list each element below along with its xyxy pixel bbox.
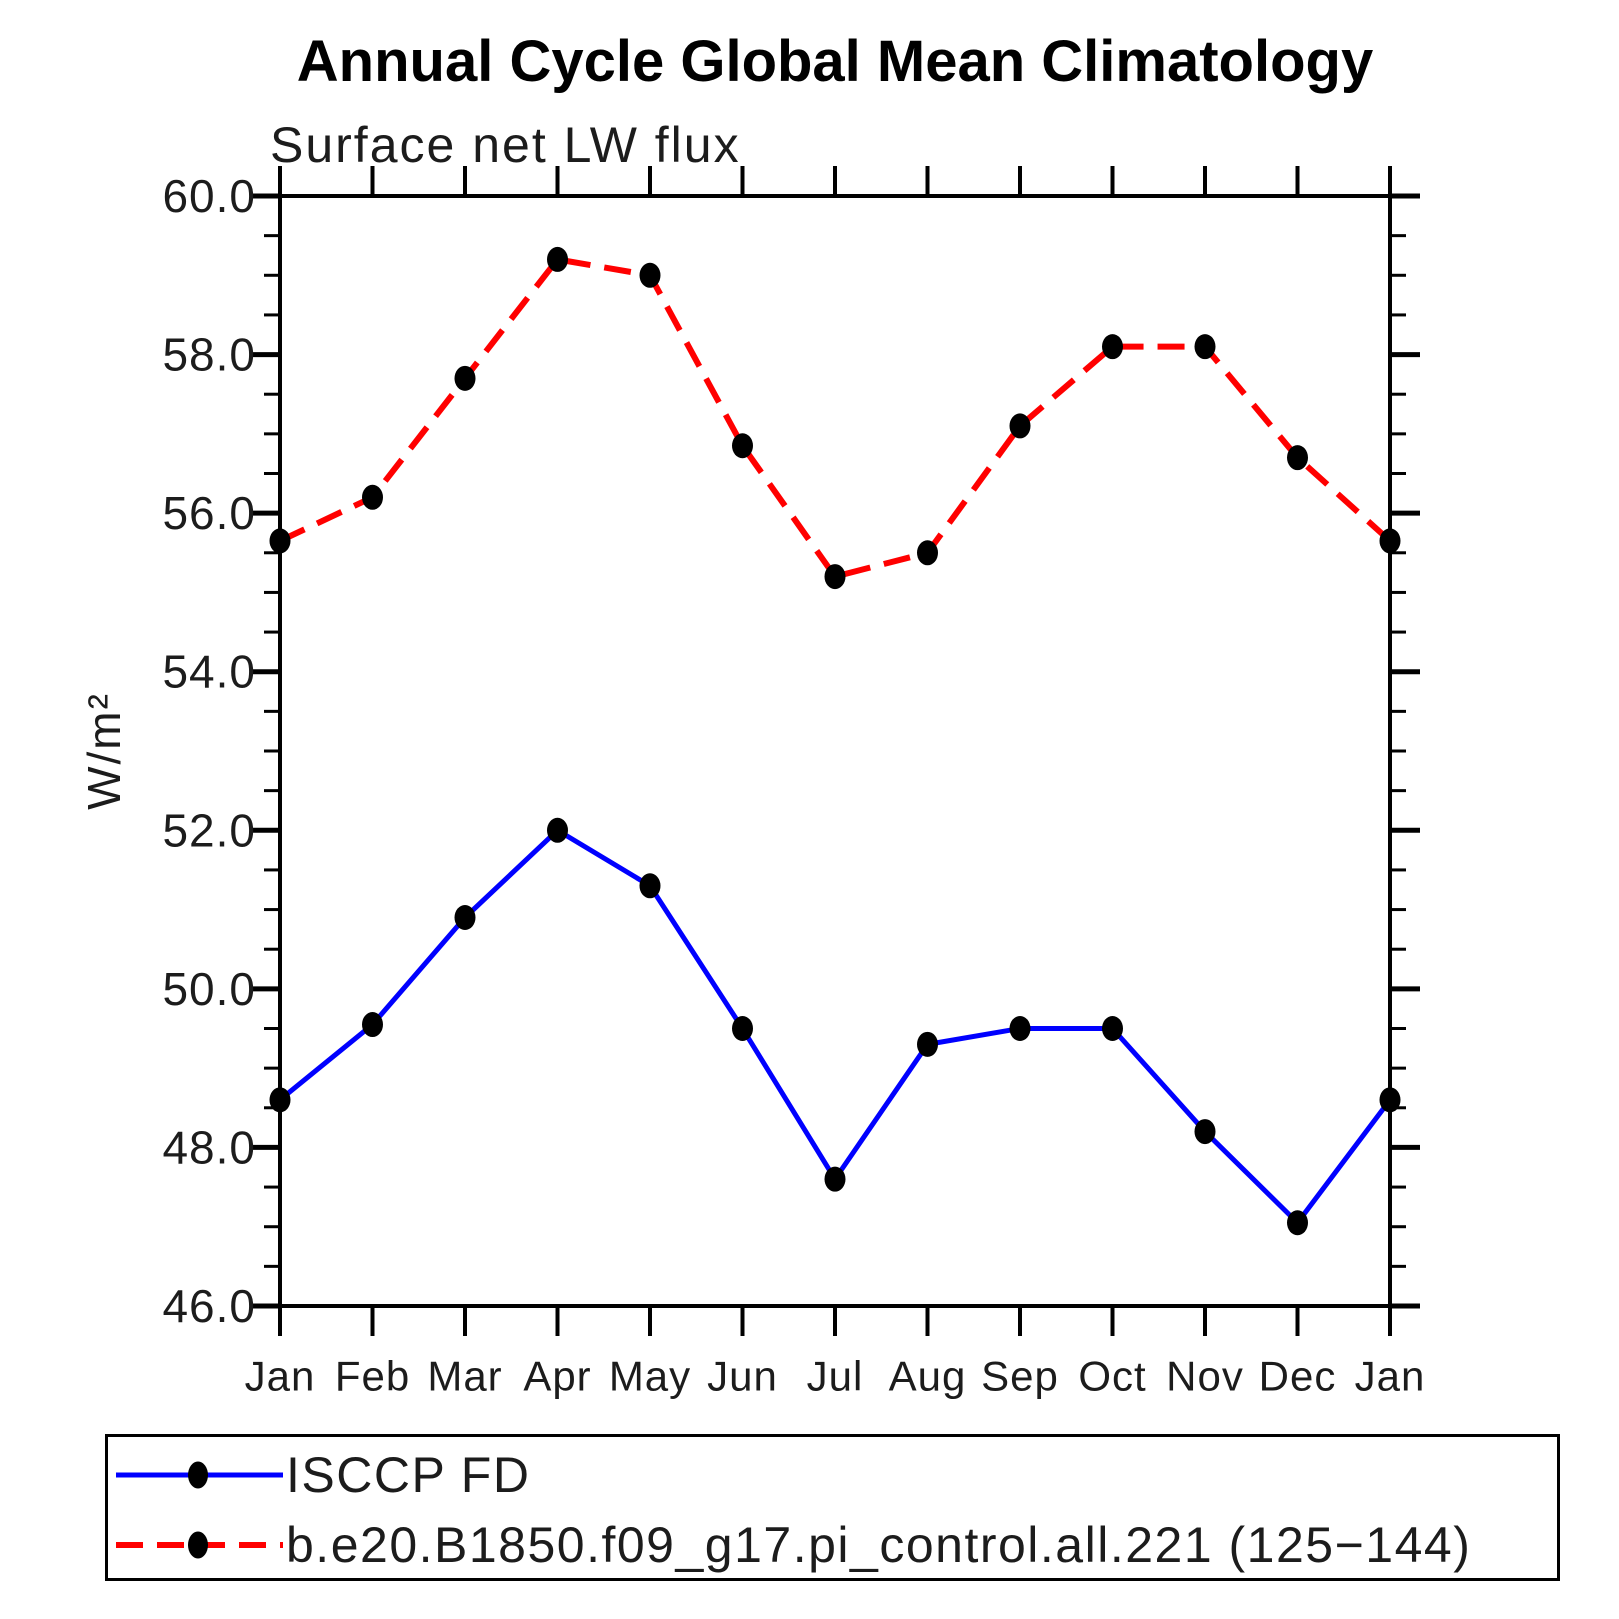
y-tick-label: 54.0 bbox=[162, 646, 256, 698]
legend-label: b.e20.B1850.f09_g17.pi_control.all.221 (… bbox=[286, 1517, 1472, 1573]
y-tick-label: 52.0 bbox=[162, 804, 256, 856]
x-tick-label: Feb bbox=[335, 1353, 410, 1400]
x-tick-label: Jun bbox=[707, 1353, 778, 1400]
data-point bbox=[732, 1016, 753, 1041]
data-point bbox=[1102, 334, 1123, 360]
series-line-0 bbox=[278, 827, 1392, 1226]
data-point bbox=[639, 262, 661, 288]
legend-line-sample-solid bbox=[116, 1461, 283, 1489]
x-tick-label: Oct bbox=[1078, 1353, 1146, 1400]
data-point bbox=[1194, 334, 1216, 360]
x-tick-label: Dec bbox=[1259, 1353, 1337, 1400]
legend-label: ISCCP FD bbox=[286, 1447, 531, 1503]
data-point bbox=[1009, 1016, 1031, 1041]
y-tick-label: 48.0 bbox=[162, 1121, 256, 1173]
legend-entry-isccp: ISCCP FD bbox=[108, 1447, 531, 1503]
data-point bbox=[1287, 445, 1308, 471]
data-point bbox=[454, 365, 476, 391]
legend-line-sample-dashed bbox=[116, 1531, 283, 1559]
x-tick-label: May bbox=[609, 1353, 691, 1400]
data-point bbox=[1287, 1210, 1308, 1236]
legend: ISCCP FD b.e20.B1850.f09_g17.pi_control.… bbox=[105, 1434, 1560, 1581]
data-point bbox=[547, 246, 568, 272]
x-tick-label: Jan bbox=[245, 1353, 316, 1400]
y-tick-label: 56.0 bbox=[162, 487, 256, 539]
data-point bbox=[1102, 1016, 1123, 1041]
chart-title: Annual Cycle Global Mean Climatology bbox=[296, 29, 1374, 94]
data-point bbox=[639, 873, 661, 899]
data-point bbox=[824, 564, 846, 590]
x-tick-label: Mar bbox=[427, 1353, 502, 1400]
data-point bbox=[1194, 1119, 1216, 1145]
data-point bbox=[1379, 528, 1401, 554]
x-tick-label: Nov bbox=[1166, 1353, 1244, 1400]
axis-frame bbox=[278, 194, 1392, 1308]
data-point bbox=[547, 817, 568, 843]
y-tick-label: 50.0 bbox=[162, 963, 256, 1015]
legend-marker-dot bbox=[188, 1461, 208, 1489]
data-point bbox=[362, 484, 383, 510]
x-tick-label: Jul bbox=[807, 1353, 864, 1400]
y-tick-label: 58.0 bbox=[162, 329, 256, 381]
chart-subtitle: Surface net LW flux bbox=[270, 117, 741, 173]
data-point bbox=[362, 1012, 383, 1038]
data-point bbox=[269, 1087, 291, 1113]
data-point bbox=[1379, 1087, 1401, 1113]
y-tick-label: 60.0 bbox=[162, 170, 256, 222]
data-point bbox=[824, 1166, 846, 1192]
legend-entry-model: b.e20.B1850.f09_g17.pi_control.all.221 (… bbox=[108, 1517, 1472, 1573]
x-tick-label: Apr bbox=[523, 1353, 591, 1400]
data-point bbox=[269, 528, 291, 554]
y-tick-label: 46.0 bbox=[162, 1280, 256, 1332]
series-line-1 bbox=[278, 256, 1393, 580]
legend-marker-dot bbox=[188, 1531, 208, 1559]
data-point bbox=[1009, 413, 1031, 439]
x-tick-label: Jan bbox=[1355, 1353, 1426, 1400]
data-point bbox=[732, 433, 753, 459]
data-point bbox=[917, 1031, 938, 1057]
data-point bbox=[454, 905, 476, 930]
data-point bbox=[917, 540, 938, 566]
x-tick-label: Aug bbox=[889, 1353, 967, 1400]
x-tick-label: Sep bbox=[981, 1353, 1059, 1400]
